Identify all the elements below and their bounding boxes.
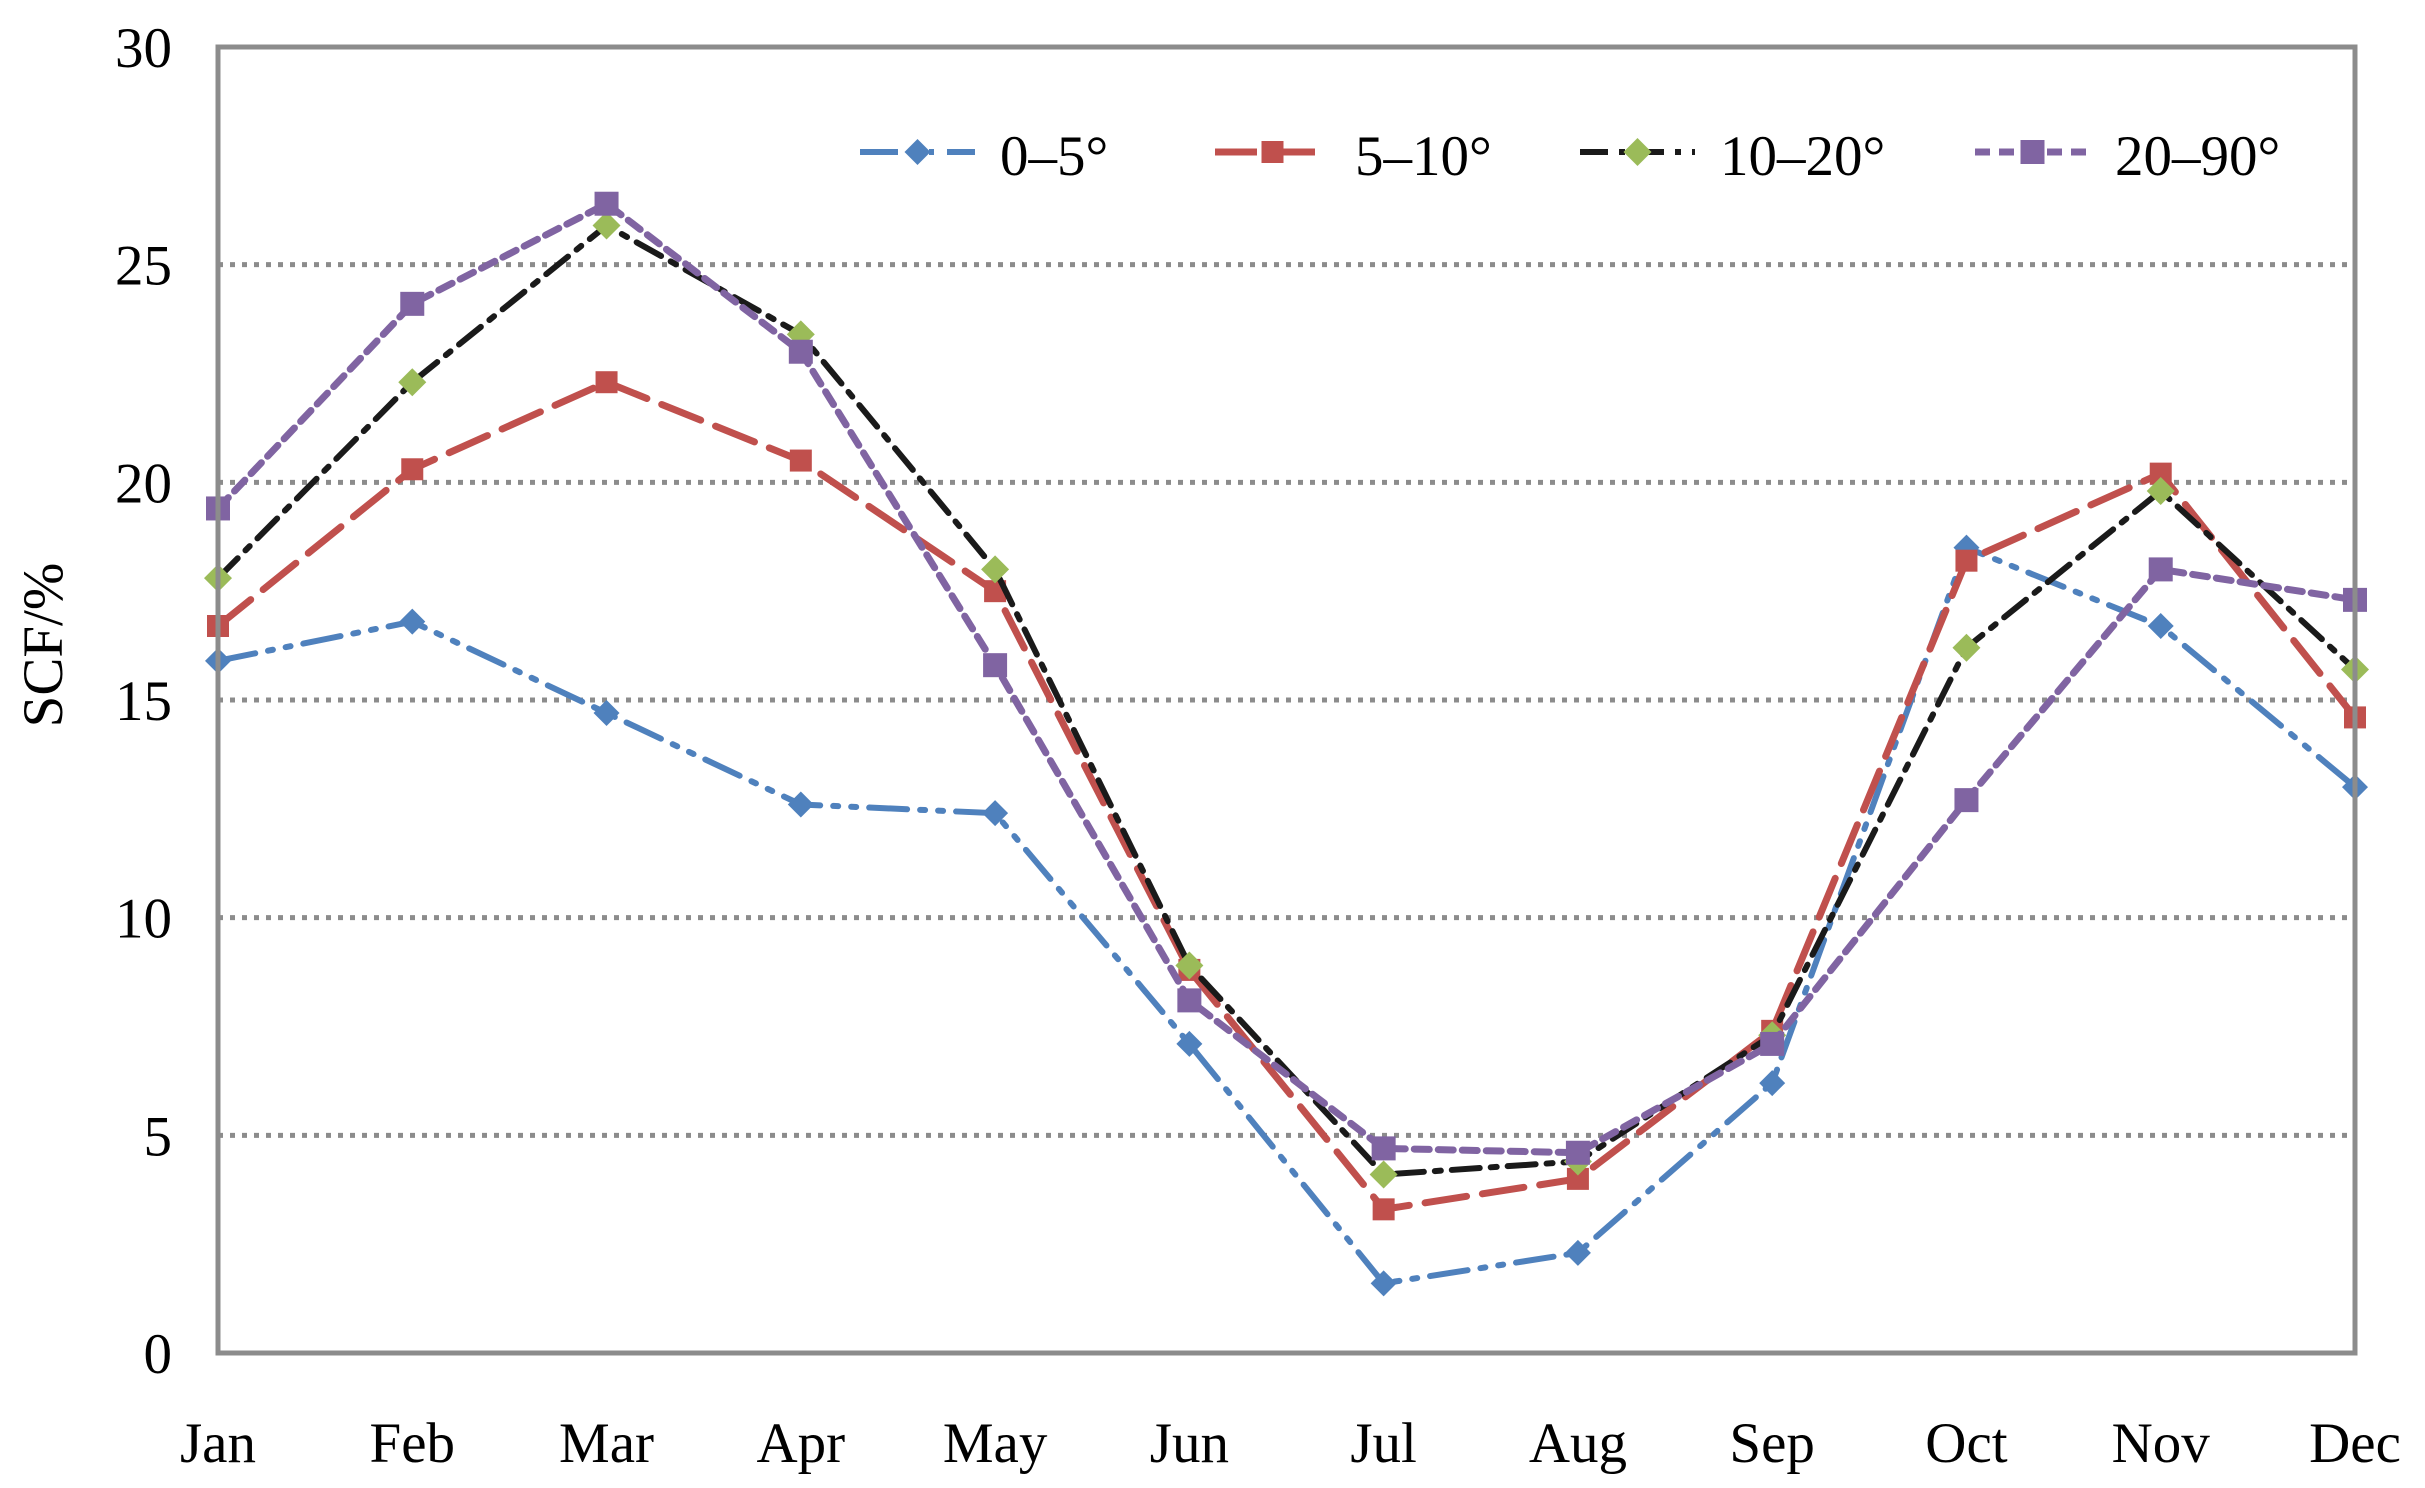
- data-point-10-20-may: [981, 555, 1010, 584]
- plot-border: [215, 44, 2358, 1356]
- legend-label-5-10: 5–10°: [1355, 125, 1492, 188]
- x-tick-label-nov: Nov: [2112, 1412, 2211, 1475]
- series-20-90: [206, 191, 2367, 1165]
- series-line-20-90: [214, 199, 2359, 1157]
- legend-label-10-20: 10–20°: [1720, 125, 1885, 188]
- data-point-20-90-apr: [788, 339, 813, 364]
- data-point-5-10-mar: [595, 371, 618, 394]
- data-point-20-90-mar: [594, 191, 619, 216]
- data-point-0-5-nov: [2147, 612, 2174, 639]
- y-tick-label-5: 5: [144, 1105, 173, 1168]
- y-tick-label-10: 10: [115, 888, 172, 951]
- data-point-20-90-jun: [1177, 988, 1202, 1013]
- series-line-5-10: [214, 378, 2359, 1214]
- x-tick-label-mar: Mar: [559, 1412, 654, 1475]
- x-tick-label-jun: Jun: [1150, 1412, 1229, 1475]
- y-axis-tick-labels: 0 5 10 15 20 25 30: [115, 17, 172, 1386]
- series-0-5: [205, 534, 2368, 1297]
- data-point-20-90-jul: [1371, 1136, 1396, 1161]
- data-point-20-90-nov: [2148, 557, 2173, 582]
- x-tick-label-apr: Apr: [756, 1412, 845, 1475]
- data-point-0-5-mar: [593, 700, 620, 727]
- y-tick-label-30: 30: [115, 17, 172, 80]
- data-point-20-90-oct: [1954, 788, 1979, 813]
- data-point-0-5-may: [982, 800, 1009, 827]
- data-point-5-10-jul: [1372, 1198, 1395, 1221]
- y-tick-label-20: 20: [115, 452, 172, 515]
- data-point-10-20-oct: [1952, 633, 1981, 662]
- x-tick-label-jan: Jan: [180, 1412, 256, 1475]
- data-point-10-20-jul: [1369, 1160, 1398, 1189]
- data-point-5-10-oct: [1955, 549, 1978, 572]
- data-point-10-20-mar: [592, 211, 621, 240]
- data-point-10-20-feb: [398, 368, 427, 397]
- y-tick-label-25: 25: [115, 235, 172, 298]
- legend-swatch-marker-0-5: [904, 139, 931, 165]
- data-point-0-5-apr: [787, 791, 814, 818]
- data-point-0-5-feb: [399, 608, 426, 635]
- data-point-20-90-may: [983, 653, 1008, 678]
- data-point-5-10-nov: [2149, 462, 2172, 485]
- chart-legend: 0–5° 5–10° 10–20° 20–90°: [860, 125, 2280, 188]
- data-point-0-5-jul: [1370, 1270, 1397, 1297]
- gridline-layer: [218, 262, 2355, 1138]
- legend-item-0-5: 0–5°: [860, 125, 1108, 188]
- data-point-5-10-feb: [401, 458, 424, 481]
- legend-swatch-marker-5-10: [1261, 141, 1284, 163]
- x-tick-label-oct: Oct: [1925, 1412, 2007, 1475]
- legend-item-10-20: 10–20°: [1580, 125, 1885, 188]
- legend-item-5-10: 5–10°: [1215, 125, 1492, 188]
- y-axis-title: SCF/%: [12, 563, 75, 728]
- x-tick-label-sep: Sep: [1729, 1412, 1815, 1475]
- data-point-10-20-nov: [2146, 477, 2175, 506]
- legend-item-20-90: 20–90°: [1975, 125, 2280, 188]
- data-point-0-5-aug: [1564, 1239, 1591, 1266]
- series-layer: [204, 191, 2369, 1297]
- x-tick-label-aug: Aug: [1529, 1412, 1627, 1475]
- y-tick-label-15: 15: [115, 670, 172, 733]
- series-line-0-5: [215, 543, 2358, 1287]
- data-point-5-10-aug: [1566, 1167, 1589, 1190]
- legend-swatch-marker-10-20: [1623, 138, 1652, 166]
- legend-swatch-marker-20-90: [2020, 140, 2045, 164]
- data-point-5-10-apr: [789, 449, 812, 472]
- x-tick-label-feb: Feb: [370, 1412, 456, 1475]
- data-point-20-90-aug: [1565, 1140, 1590, 1165]
- x-tick-label-may: May: [943, 1412, 1048, 1475]
- data-point-10-20-jun: [1175, 951, 1204, 980]
- x-tick-label-dec: Dec: [2309, 1412, 2401, 1475]
- data-point-20-90-feb: [400, 291, 425, 316]
- data-point-20-90-sep: [1760, 1031, 1785, 1056]
- series-5-10: [207, 371, 2366, 1221]
- legend-label-20-90: 20–90°: [2115, 125, 2280, 188]
- x-axis-tick-labels: Jan Feb Mar Apr May Jun Jul Aug Sep Oct Nov Dec: [180, 1412, 2401, 1475]
- data-point-0-5-sep: [1759, 1070, 1786, 1097]
- data-point-0-5-jun: [1176, 1030, 1203, 1057]
- x-tick-label-jul: Jul: [1350, 1412, 1417, 1475]
- y-tick-label-0: 0: [144, 1323, 173, 1386]
- legend-label-0-5: 0–5°: [1000, 125, 1108, 188]
